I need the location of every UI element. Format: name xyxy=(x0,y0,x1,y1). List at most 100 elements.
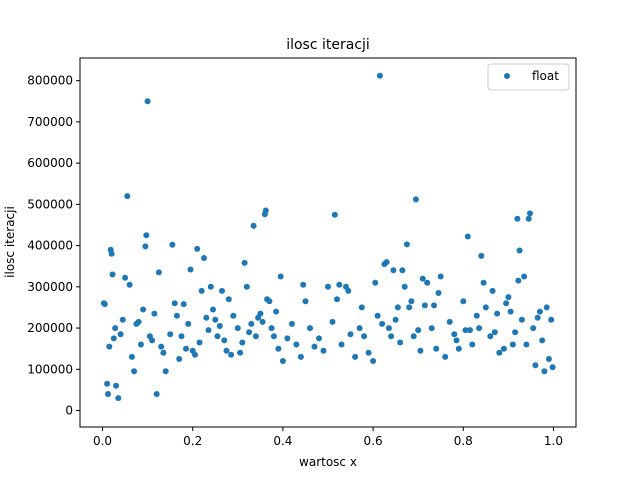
data-point xyxy=(527,210,533,217)
data-point xyxy=(500,345,507,352)
data-point xyxy=(388,333,395,340)
data-point xyxy=(252,333,259,340)
data-point xyxy=(401,283,408,290)
data-point xyxy=(455,345,462,352)
data-point xyxy=(365,349,372,356)
data-point xyxy=(539,337,546,344)
data-point xyxy=(532,362,539,369)
data-point xyxy=(112,325,119,332)
data-point xyxy=(178,333,185,340)
data-point xyxy=(135,318,142,325)
data-point xyxy=(325,283,331,290)
data-point xyxy=(376,72,383,79)
data-point xyxy=(515,277,522,284)
legend: float xyxy=(487,63,570,91)
data-point xyxy=(268,325,275,332)
data-point xyxy=(126,281,133,288)
data-point xyxy=(194,245,201,252)
data-point xyxy=(433,345,440,352)
data-point xyxy=(421,302,428,309)
data-point xyxy=(293,341,300,348)
data-point xyxy=(284,335,291,342)
data-point xyxy=(160,349,167,356)
data-point xyxy=(212,316,219,323)
data-point xyxy=(372,279,379,286)
points-layer xyxy=(100,72,556,402)
data-point xyxy=(491,329,498,336)
data-point xyxy=(489,287,496,294)
data-point xyxy=(101,301,108,308)
data-point xyxy=(476,325,483,332)
data-point xyxy=(273,308,280,315)
data-point xyxy=(230,312,237,319)
data-point xyxy=(356,325,363,332)
plot-area xyxy=(80,58,576,427)
data-point xyxy=(358,304,365,311)
data-point xyxy=(514,215,521,222)
data-point xyxy=(516,247,523,254)
data-point xyxy=(390,267,397,274)
legend-box xyxy=(487,63,570,91)
data-point xyxy=(203,314,210,321)
data-point xyxy=(228,351,235,358)
data-point xyxy=(505,294,512,301)
data-point xyxy=(464,233,471,240)
data-point xyxy=(270,333,277,340)
data-point xyxy=(201,255,207,261)
data-point xyxy=(410,333,417,340)
data-point xyxy=(185,320,192,327)
data-point xyxy=(507,308,514,315)
data-point xyxy=(336,281,343,288)
data-point xyxy=(246,329,253,336)
data-point xyxy=(338,341,345,348)
y-ticks: 0 100000 200000 300000 400000 500000 600000 700… xyxy=(27,74,80,418)
data-point xyxy=(345,287,352,294)
data-point xyxy=(446,318,453,325)
data-point xyxy=(385,325,392,332)
data-point xyxy=(347,331,354,338)
data-point xyxy=(117,331,124,338)
data-point xyxy=(142,243,149,250)
data-point xyxy=(234,325,241,332)
data-point xyxy=(297,353,304,360)
y-tick-label: 600000 xyxy=(27,156,73,170)
data-point xyxy=(469,341,476,348)
data-point xyxy=(137,341,144,348)
data-point xyxy=(131,368,138,375)
data-point xyxy=(442,353,449,360)
data-point xyxy=(105,391,111,397)
data-point xyxy=(207,283,214,290)
x-tick-label: 1.0 xyxy=(544,434,563,448)
data-point xyxy=(419,275,426,282)
data-point xyxy=(374,312,381,319)
data-point xyxy=(243,283,250,290)
data-point xyxy=(494,310,501,317)
x-tick-label: 0.4 xyxy=(273,434,292,448)
data-point xyxy=(352,353,359,360)
data-point xyxy=(110,335,117,342)
y-tick-label: 400000 xyxy=(27,239,73,253)
data-point xyxy=(162,368,169,375)
data-point xyxy=(104,380,111,387)
data-point xyxy=(415,327,422,334)
data-point xyxy=(496,349,503,356)
data-point xyxy=(288,320,295,327)
x-tick-label: 0.2 xyxy=(183,434,202,448)
data-point xyxy=(144,98,151,105)
data-point xyxy=(113,382,120,389)
data-point xyxy=(536,308,543,315)
data-point xyxy=(124,193,131,200)
data-point xyxy=(149,337,156,344)
data-point xyxy=(403,241,410,248)
y-tick-label: 300000 xyxy=(27,280,73,294)
data-point xyxy=(397,339,404,346)
y-tick-label: 800000 xyxy=(27,74,73,88)
data-point xyxy=(158,343,165,350)
data-point xyxy=(219,287,225,294)
data-point xyxy=(530,325,537,332)
data-point xyxy=(214,333,221,340)
data-point xyxy=(473,312,480,319)
data-point xyxy=(250,222,257,229)
data-point xyxy=(257,310,264,317)
